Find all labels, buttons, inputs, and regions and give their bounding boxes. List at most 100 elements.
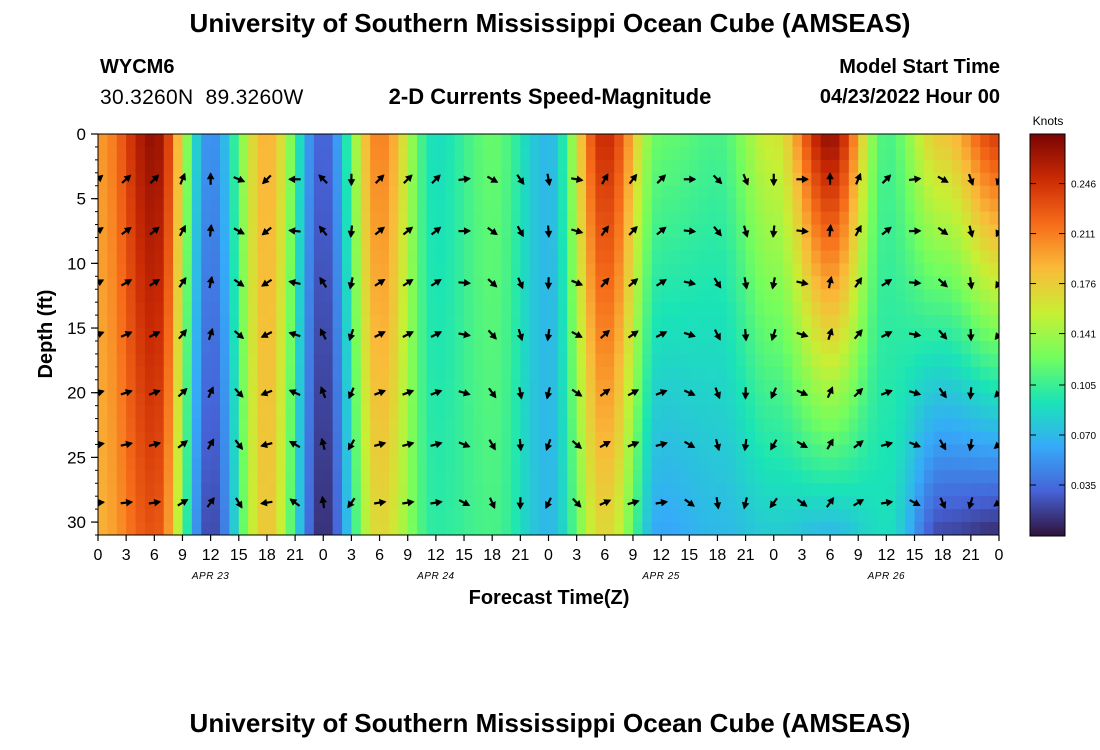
heatmap-cell	[858, 211, 869, 226]
heatmap-cell	[285, 392, 296, 407]
arrow-head	[489, 390, 497, 399]
heatmap-cell	[98, 340, 108, 355]
heatmap-cell	[135, 146, 146, 161]
heatmap-cell	[229, 522, 240, 535]
heatmap-cell	[510, 134, 521, 148]
heatmap-cell	[529, 509, 540, 523]
heatmap-cell	[116, 483, 127, 497]
heatmap-cell	[623, 134, 634, 148]
x-tick-label: 21	[737, 547, 755, 564]
heatmap-cell	[201, 509, 212, 523]
heatmap-cell	[764, 237, 775, 252]
heatmap-cell	[773, 185, 784, 200]
heatmap-cell	[876, 302, 887, 316]
heatmap-cell	[595, 289, 606, 303]
heatmap-cell	[651, 237, 662, 252]
heatmap-cell	[435, 328, 446, 342]
current-arrow	[713, 497, 722, 510]
heatmap-cell	[595, 366, 606, 381]
current-arrow	[178, 224, 187, 237]
current-arrow	[233, 175, 246, 183]
heatmap-cell	[923, 496, 934, 510]
heatmap-cell	[726, 392, 737, 407]
heatmap-cell	[595, 509, 606, 523]
heatmap-cell	[886, 198, 897, 213]
heatmap-cell	[370, 315, 381, 329]
heatmap-cell	[661, 198, 672, 213]
heatmap-cell	[726, 276, 737, 290]
heatmap-cell	[952, 405, 963, 420]
heatmap-cell	[708, 509, 719, 523]
heatmap-cell	[163, 250, 174, 264]
heatmap-cell	[726, 328, 737, 342]
heatmap-cell	[407, 198, 418, 213]
heatmap-cell	[98, 211, 108, 226]
heatmap-cell	[614, 444, 625, 458]
heatmap-cell	[632, 134, 643, 148]
heatmap-cell	[426, 211, 437, 226]
heatmap-cell	[304, 496, 315, 510]
heatmap-cell	[764, 250, 775, 264]
heatmap-cell	[595, 353, 606, 368]
heatmap-cell	[173, 224, 184, 239]
heatmap-cell	[689, 366, 700, 381]
heatmap-cell	[257, 224, 268, 239]
heatmap-cell	[144, 340, 155, 355]
heatmap-cell	[867, 509, 878, 523]
heatmap-cell	[914, 211, 925, 226]
heatmap-cell	[980, 379, 991, 394]
current-arrow	[374, 389, 387, 397]
heatmap-cell	[116, 250, 127, 264]
heatmap-cell	[257, 134, 268, 148]
heatmap-cell	[313, 237, 324, 252]
heatmap-cell	[510, 328, 521, 342]
heatmap-cell	[173, 509, 184, 523]
heatmap-cell	[454, 496, 465, 510]
heatmap-cell	[257, 237, 268, 252]
heatmap-cell	[360, 444, 371, 458]
heatmap-cell	[266, 444, 277, 458]
heatmap-cell	[839, 366, 850, 381]
heatmap-cell	[980, 276, 991, 290]
arrow-head	[913, 330, 922, 339]
heatmap-cell	[351, 224, 362, 239]
heatmap-cell	[182, 405, 193, 420]
heatmap-cell	[191, 263, 202, 277]
heatmap-cell	[952, 444, 963, 458]
heatmap-cell	[632, 276, 643, 290]
heatmap-cell	[548, 328, 559, 342]
heatmap-cell	[229, 328, 240, 342]
heatmap-cell	[604, 522, 615, 535]
current-arrow	[98, 279, 105, 287]
arrow-head	[630, 330, 639, 338]
heatmap-cell	[276, 250, 287, 264]
heatmap-cell	[970, 185, 981, 200]
heatmap-cell	[135, 457, 146, 471]
current-arrow	[825, 497, 835, 508]
heatmap-cell	[426, 431, 437, 446]
x-tick-label: 21	[286, 547, 304, 564]
heatmap-cell	[144, 457, 155, 471]
heatmap-cell	[783, 457, 794, 471]
heatmap-cell	[529, 276, 540, 290]
heatmap-cell	[623, 431, 634, 446]
heatmap-cell	[623, 146, 634, 161]
heatmap-cell	[905, 366, 916, 381]
heatmap-cell	[717, 496, 728, 510]
heatmap-cell	[473, 185, 484, 200]
heatmap-cell	[539, 418, 550, 433]
heatmap-cell	[501, 185, 512, 200]
heatmap-cell	[529, 483, 540, 497]
x-tick-label: 21	[511, 547, 529, 564]
heatmap-cell	[867, 328, 878, 342]
heatmap-cell	[520, 392, 531, 407]
heatmap-cell	[604, 444, 615, 458]
heatmap-cell	[332, 522, 343, 535]
heatmap-cell	[830, 444, 841, 458]
heatmap-cell	[323, 431, 334, 446]
heatmap-cell	[257, 366, 268, 381]
heatmap-cell	[970, 302, 981, 316]
heatmap-cell	[398, 211, 409, 226]
heatmap-cell	[895, 483, 906, 497]
heatmap-cell	[360, 483, 371, 497]
